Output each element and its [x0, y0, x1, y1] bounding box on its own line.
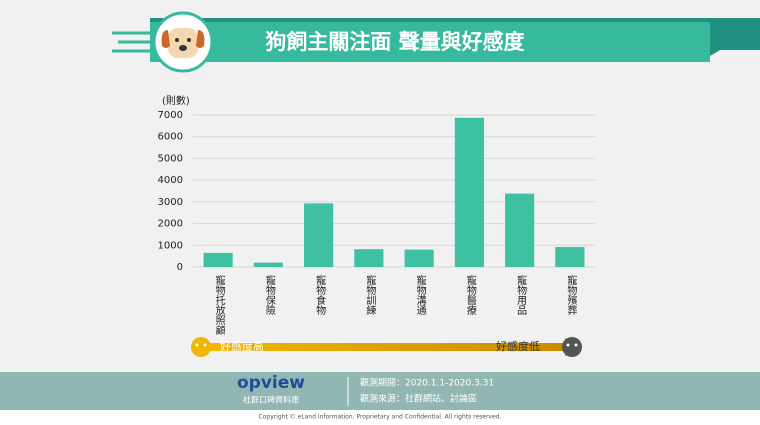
x-tick-label: 寵物用品 [514, 275, 526, 315]
observation-period: 觀測期間：2020.1.1-2020.3.31 [360, 377, 494, 389]
sentiment-high: 好感度高 [220, 339, 264, 353]
sad-dog-icon [562, 337, 582, 357]
x-tick-label: 寵物托放照顧 [213, 275, 225, 335]
y-tick-label: 2000 [158, 219, 183, 230]
x-tick-label: 寵物溝通 [414, 275, 426, 315]
copyright: Copyright © eLand Information. Proprieta… [259, 414, 502, 421]
y-tick-label: 4000 [158, 175, 183, 186]
x-tick-label: 寵物醫療 [464, 275, 476, 315]
x-tick-label: 寵物保險 [263, 275, 275, 315]
observation-source: 觀測來源：社群網站、討論區 [360, 393, 477, 405]
banner [150, 22, 710, 62]
x-tick-label: 寵物殯葬 [564, 275, 576, 315]
dog-icon [161, 28, 205, 58]
y-tick-label: 6000 [158, 132, 183, 143]
bar [454, 117, 484, 267]
brand-subtitle: 社群口碑資料庫 [243, 395, 299, 405]
brand-logo: opview [237, 373, 305, 393]
y-tick-label: 7000 [158, 110, 183, 121]
footer-band [0, 372, 760, 410]
bar [253, 262, 283, 267]
y-tick-label: 5000 [158, 153, 183, 164]
y-axis-unit: (則數) [162, 94, 190, 107]
sentiment-low: 好感度低 [496, 339, 540, 353]
happy-dog-icon [191, 337, 211, 357]
sentiment-arrow [205, 338, 582, 356]
chart-title: 狗飼主關注面 聲量與好感度 [265, 30, 524, 54]
bar [304, 203, 334, 267]
bar [354, 249, 384, 267]
x-tick-label: 寵物訓練 [363, 275, 375, 315]
bar [555, 247, 585, 267]
bar [404, 249, 434, 267]
copyright-band [0, 410, 760, 425]
speed-lines [112, 31, 150, 53]
bar [203, 252, 233, 267]
y-tick-label: 1000 [158, 240, 183, 251]
y-tick-label: 0 [177, 262, 183, 273]
y-tick-label: 3000 [158, 197, 183, 208]
bar [505, 193, 535, 267]
x-tick-label: 寵物食物 [313, 275, 325, 315]
